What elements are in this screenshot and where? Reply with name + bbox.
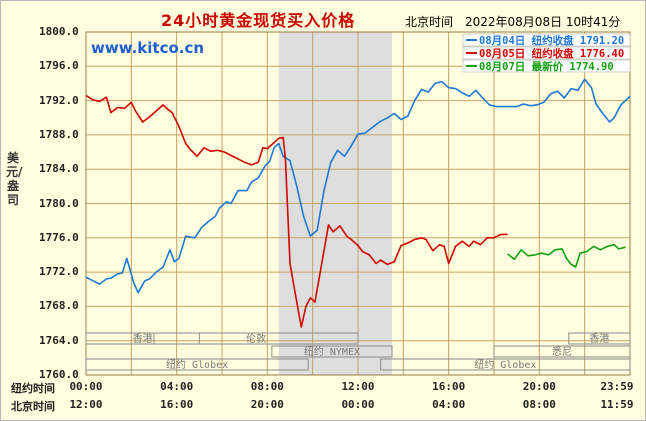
brand-link[interactable]: www.kitco.cn <box>91 39 205 57</box>
y-tick-label: 1772.0 <box>39 265 79 279</box>
legend-entry: 08月07日 最新价 1774.90 <box>479 60 614 73</box>
y-tick-label: 1788.0 <box>39 127 79 141</box>
x-tick-label: 23:59 <box>600 380 634 393</box>
session-label: 纽约 NYMEX <box>304 345 360 358</box>
session-bar: 香港 <box>568 332 631 345</box>
session-bar: 纽约 NYMEX <box>271 345 393 358</box>
x-row-label: 北京时间 <box>11 400 55 413</box>
x-tick-label: 04:00 <box>160 380 194 393</box>
session-label: 纽约 Globex <box>166 358 228 371</box>
legend-entry: 08月04日 纽约收盘 1791.20 <box>479 34 624 47</box>
session-bar: 伦敦 <box>153 332 359 345</box>
session-bracket <box>493 345 631 358</box>
x-tick-label: 12:00 <box>341 380 375 393</box>
x-tick-label: 00:00 <box>69 380 103 393</box>
session-bracket <box>271 345 393 358</box>
series-line-2 <box>507 243 626 268</box>
series-line-1 <box>85 94 508 328</box>
session-bracket <box>153 332 359 345</box>
x-tick-label: 20:00 <box>522 380 556 393</box>
x-tick-label: 08:00 <box>250 380 284 393</box>
y-tick-label: 1784.0 <box>39 162 79 176</box>
y-axis-label: 美元/盎司 <box>6 151 23 207</box>
session-bracket <box>85 358 309 371</box>
y-tick-label: 1764.0 <box>39 333 79 347</box>
session-bracket <box>85 332 200 345</box>
y-tick-label: 1760.0 <box>39 368 79 381</box>
session-bar: 香港 <box>85 332 200 345</box>
series-line-0 <box>85 78 631 294</box>
y-tick-label: 1768.0 <box>39 299 79 313</box>
session-bracket <box>568 332 631 345</box>
x-tick-label: 16:00 <box>432 380 466 393</box>
session-bar: 纽约 Globex <box>85 358 309 371</box>
x-tick-label: 12:00 <box>69 398 103 411</box>
y-tick-label: 1792.0 <box>39 93 79 107</box>
x-tick-label: 11:59 <box>600 398 634 411</box>
y-tick-label: 1780.0 <box>39 196 79 210</box>
timestamp: 北京时间 2022年08月08日 10时41分 <box>405 15 621 29</box>
x-tick-label: 20:00 <box>250 398 284 411</box>
legend-box <box>462 59 631 73</box>
y-tick-label: 1776.0 <box>39 230 79 244</box>
chart-title: 24小时黄金现货买入价格 <box>161 11 356 30</box>
y-tick-label: 1796.0 <box>39 59 79 73</box>
session-label: 香港 <box>589 333 609 345</box>
session-bar: 纽约 Globex <box>380 358 631 371</box>
x-tick-label: 08:00 <box>522 398 556 411</box>
y-tick-label: 1800.0 <box>39 25 79 38</box>
session-label: 伦敦 <box>246 332 266 345</box>
session-label: 悉尼 <box>552 346 572 358</box>
session-bar: 悉尼 <box>493 345 631 358</box>
session-bracket <box>380 358 631 371</box>
session-label: 纽约 Globex <box>474 358 536 371</box>
x-tick-label: 16:00 <box>160 398 194 411</box>
legend-entry: 08月05日 纽约收盘 1776.40 <box>479 47 624 60</box>
legend-box <box>462 46 631 60</box>
x-tick-label: 04:00 <box>432 398 466 411</box>
x-tick-label: 00:00 <box>341 398 375 411</box>
plot-border <box>85 31 631 376</box>
legend-box <box>462 33 631 47</box>
session-label: 香港 <box>133 333 153 345</box>
x-row-label: 纽约时间 <box>11 382 55 395</box>
